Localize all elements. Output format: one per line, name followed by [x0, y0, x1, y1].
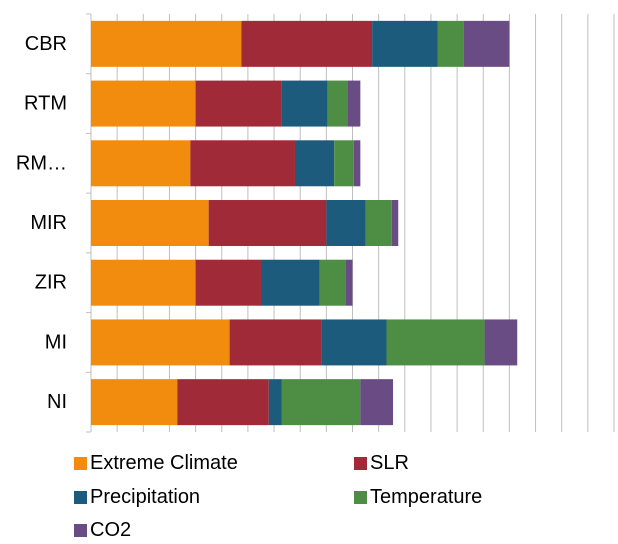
y-axis	[86, 13, 92, 433]
bar-segment	[91, 80, 196, 127]
bar-segment	[190, 140, 295, 187]
category-label: CBR	[25, 33, 67, 55]
legend-swatch	[74, 524, 87, 537]
bar-segment	[365, 200, 392, 246]
bars	[91, 20, 518, 426]
legend-label: Precipitation	[90, 486, 201, 508]
bar-segment	[268, 379, 282, 426]
bar-segment	[386, 319, 485, 366]
bar-segment	[360, 379, 394, 426]
bar-segment	[91, 319, 230, 366]
bar-segment	[208, 200, 327, 246]
legend-item-co2: CO2	[74, 519, 131, 542]
bar-segment	[91, 140, 191, 187]
bar-segment	[484, 319, 518, 366]
bar-segment	[321, 319, 387, 366]
bar-segment	[372, 20, 438, 67]
legend-swatch	[354, 491, 367, 504]
bar-segment	[281, 379, 361, 426]
category-label: MI	[45, 331, 67, 353]
category-label: MIR	[30, 212, 67, 234]
bar-segment	[345, 259, 353, 306]
bar-segment	[91, 379, 178, 426]
legend-label: Extreme Climate	[90, 452, 238, 474]
bar-segment	[91, 259, 196, 306]
bar-segment	[177, 379, 269, 426]
legend-item-slr: SLR	[354, 452, 409, 475]
legend-item-extreme-climate: Extreme Climate	[74, 452, 238, 475]
category-label: RM…	[16, 152, 67, 174]
legend-label: CO2	[90, 519, 132, 541]
bar-segment	[437, 20, 464, 67]
category-label: ZIR	[35, 272, 67, 294]
bar-segment	[281, 80, 328, 127]
category-label: NI	[47, 391, 67, 413]
bar-segment	[327, 80, 348, 127]
bar-segment	[334, 140, 354, 187]
bar-segment	[319, 259, 346, 306]
bar-segment	[91, 200, 209, 246]
legend-swatch	[354, 457, 367, 470]
legend-item-temperature: Temperature	[354, 486, 482, 509]
bar-segment	[347, 80, 361, 127]
legend-swatch	[74, 457, 87, 470]
bar-segment	[195, 259, 261, 306]
bar-segment	[91, 20, 242, 67]
bar-segment	[463, 20, 510, 67]
bar-segment	[195, 80, 282, 127]
bar-segment	[241, 20, 373, 67]
legend-swatch	[74, 491, 87, 504]
legend-label: Temperature	[370, 486, 483, 508]
legend-label: SLR	[370, 452, 409, 474]
category-labels: CBR RTM RM… MIR ZIR MI NI	[16, 33, 67, 413]
bar-segment	[353, 140, 361, 187]
category-label: RTM	[24, 93, 67, 115]
bar-segment	[260, 259, 320, 306]
bar-segment	[229, 319, 322, 366]
bar-segment	[294, 140, 335, 187]
bar-segment	[391, 200, 399, 246]
bar-segment	[326, 200, 366, 246]
legend-item-precipitation: Precipitation	[74, 486, 200, 509]
